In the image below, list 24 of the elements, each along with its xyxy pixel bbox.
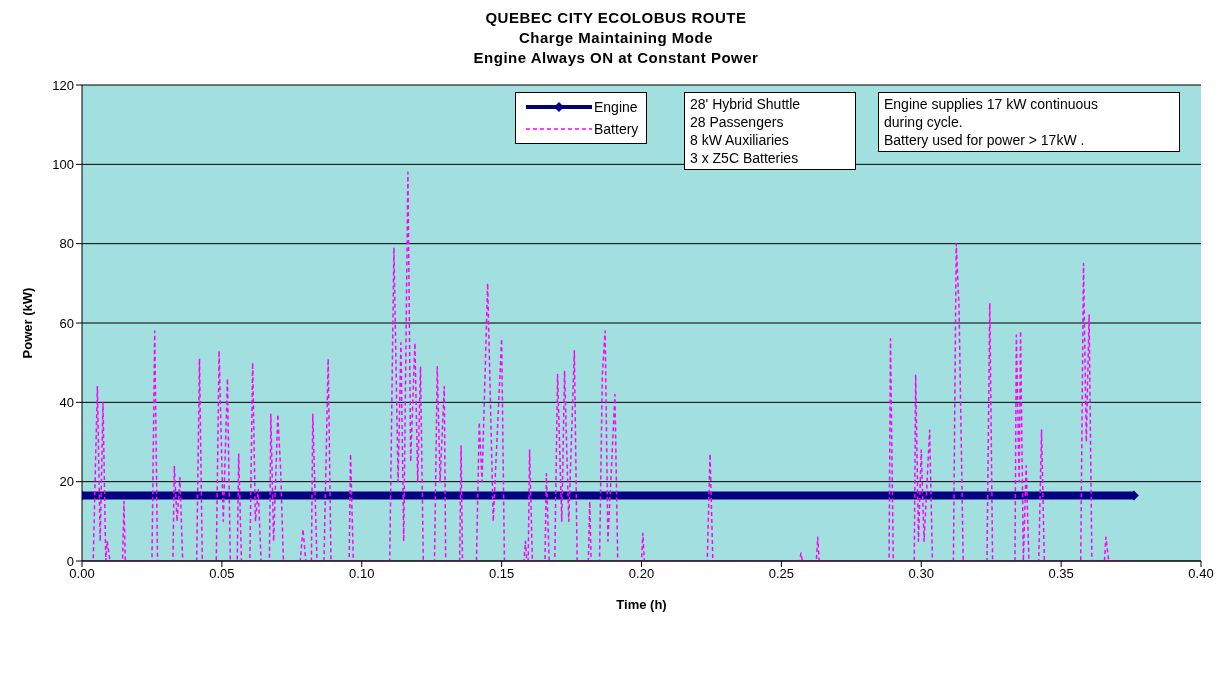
x-tick-label: 0.30: [908, 566, 934, 582]
y-tick-label: 40: [59, 394, 74, 410]
x-tick-label: 0.40: [1188, 566, 1214, 582]
x-axis-title: Time (h): [616, 597, 667, 612]
y-tick-label: 120: [52, 77, 74, 93]
x-tick-label: 0.05: [209, 566, 235, 582]
y-tick-label: 60: [59, 315, 74, 331]
y-tick-label: 80: [59, 236, 74, 252]
x-tick-label: 0.00: [69, 566, 95, 582]
x-tick-label: 0.15: [488, 566, 515, 582]
legend-label: Battery: [594, 121, 639, 137]
legend-label: Engine: [594, 99, 638, 115]
note-box: 28' Hybrid Shuttle 28 Passengers 8 kW Auxiliaries 3 x Z5C Batteries: [684, 92, 856, 170]
x-tick-label: 0.25: [768, 566, 795, 582]
x-tick-label: 0.10: [349, 566, 375, 582]
y-tick-label: 20: [59, 474, 74, 490]
chart-subtitle: Charge Maintaining Mode Engine Always ON at Constant Power: [472, 28, 760, 68]
y-axis-title: Power (kW): [19, 287, 35, 359]
chart-title: QUEBEC CITY ECOLOBUS ROUTE: [484, 8, 748, 28]
y-tick-label: 0: [66, 553, 74, 569]
x-tick-label: 0.35: [1048, 566, 1074, 582]
note-box: Engine supplies 17 kW continuous during cycle. Battery used for power > 17kW .: [878, 92, 1180, 152]
y-tick-label: 100: [52, 156, 74, 172]
x-tick-label: 0.20: [628, 566, 655, 582]
